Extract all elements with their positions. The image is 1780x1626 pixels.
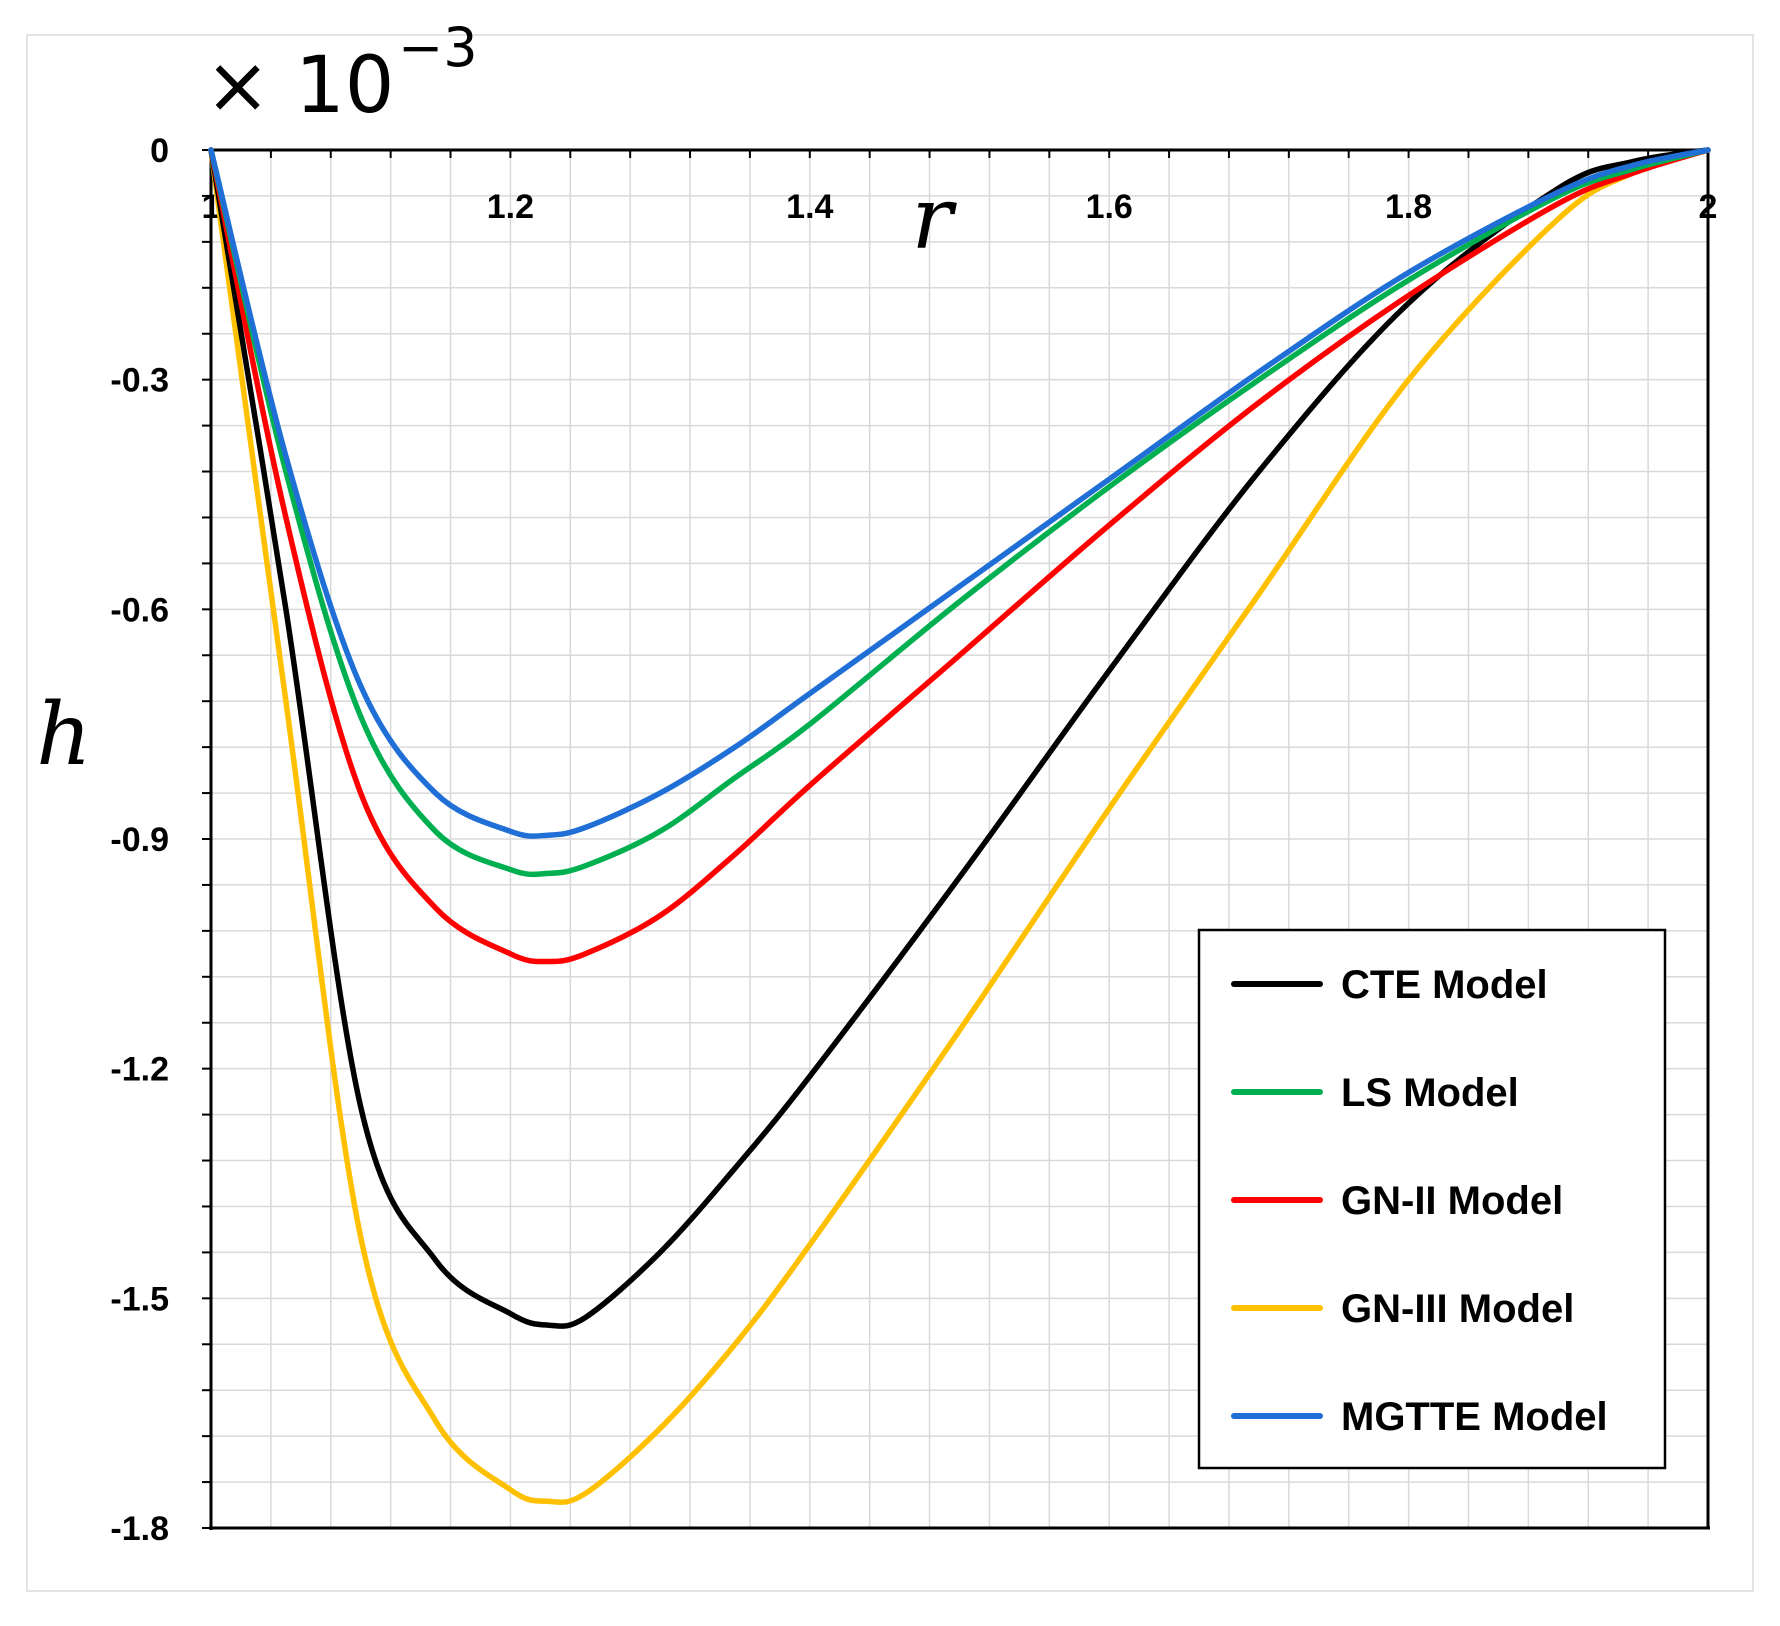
series-line-gn-iii-model — [208, 147, 1711, 1505]
series-line-gn-ii-model — [208, 147, 1711, 965]
x-tick-label: 1.8 — [1385, 188, 1432, 226]
series-line-cte-model — [208, 147, 1711, 1329]
x-tick-label: 1.2 — [487, 188, 534, 226]
y-axis-title: h — [36, 685, 91, 785]
y-tick-label: -1.5 — [110, 1280, 169, 1318]
series-line-ls-model — [208, 147, 1711, 878]
series-line-mgtte-model — [208, 147, 1711, 839]
y-tick-label: -0.9 — [110, 821, 169, 859]
y-tick-label: -0.6 — [110, 591, 169, 629]
legend-label-gn-ii-model: GN-II Model — [1341, 1179, 1563, 1223]
y-tick-label: -0.3 — [110, 362, 169, 400]
y-tick-label: -1.8 — [110, 1510, 169, 1548]
y-tick-label: 0 — [150, 132, 169, 170]
legend-label-gn-iii-model: GN-III Model — [1341, 1287, 1574, 1331]
x-tick-label: 2 — [1699, 188, 1718, 226]
x-axis-title: r — [911, 169, 957, 269]
y-tick-label: -1.2 — [110, 1051, 169, 1089]
x-tick-label: 1.4 — [786, 188, 833, 226]
legend-label-mgtte-model: MGTTE Model — [1341, 1395, 1608, 1439]
x-tick-label: 1.6 — [1086, 188, 1133, 226]
legend-label-cte-model: CTE Model — [1341, 963, 1548, 1007]
scale-note: × 10 — [205, 41, 394, 131]
legend-label-ls-model: LS Model — [1341, 1071, 1519, 1115]
scale-note-exponent: −3 — [398, 16, 478, 79]
